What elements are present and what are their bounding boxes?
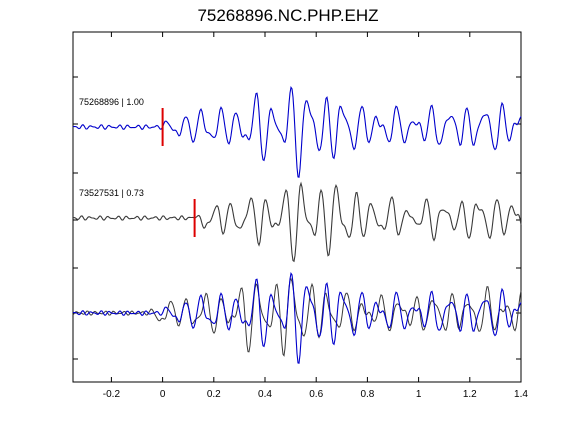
- x-tick-label: 0.4: [258, 389, 272, 400]
- x-tick-label: 0.8: [360, 389, 374, 400]
- overlay-trace-73527531: [72, 277, 522, 357]
- x-tick-label: 1.2: [463, 389, 477, 400]
- x-tick-label: 1.4: [514, 389, 528, 400]
- x-tick-label: 0: [160, 389, 166, 400]
- plot-frame: [72, 31, 522, 383]
- overlay-trace-75268896: [72, 272, 522, 364]
- chart-title: 75268896.NC.PHP.EHZ: [197, 6, 379, 25]
- trace-label-75268896: 75268896 | 1.00: [79, 97, 144, 107]
- trace-line-73527531: [73, 181, 522, 263]
- x-tick-label: 0.2: [207, 389, 221, 400]
- x-tick-label: -0.2: [103, 389, 121, 400]
- x-tick-label: 1: [416, 389, 422, 400]
- trace-label-73527531: 73527531 | 0.73: [79, 188, 144, 198]
- trace-line-75268896: [72, 86, 522, 178]
- x-tick-label: 0.6: [309, 389, 323, 400]
